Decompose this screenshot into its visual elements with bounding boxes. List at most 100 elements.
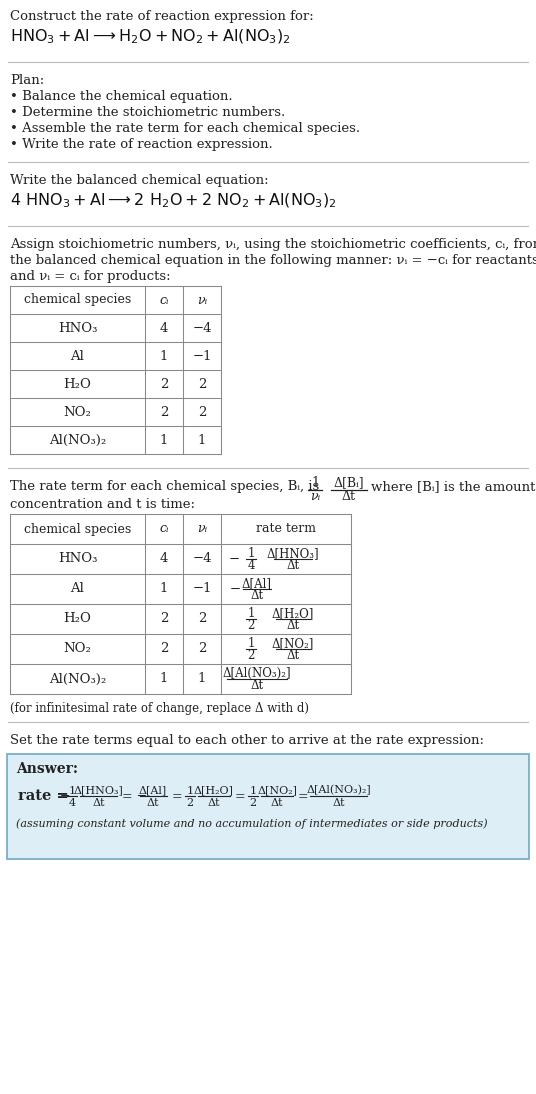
Text: • Determine the stoichiometric numbers.: • Determine the stoichiometric numbers.	[10, 106, 285, 119]
Text: =: =	[294, 790, 312, 803]
Text: 2: 2	[198, 406, 206, 419]
Text: cᵢ: cᵢ	[159, 293, 169, 306]
Text: (for infinitesimal rate of change, replace Δ with d): (for infinitesimal rate of change, repla…	[10, 702, 309, 715]
Text: 1: 1	[160, 433, 168, 446]
Text: Δ[Bᵢ]: Δ[Bᵢ]	[334, 477, 364, 489]
Text: νᵢ: νᵢ	[197, 523, 207, 535]
Text: $\mathsf{4\ HNO_3 + Al \longrightarrow 2\ H_2O + 2\ NO_2 + Al(NO_3)_2}$: $\mathsf{4\ HNO_3 + Al \longrightarrow 2…	[10, 193, 337, 210]
Text: −1: −1	[192, 349, 212, 362]
Text: Δt: Δt	[147, 798, 159, 807]
Text: 4: 4	[69, 798, 76, 807]
Text: chemical species: chemical species	[24, 293, 131, 306]
Text: Al(NO₃)₂: Al(NO₃)₂	[49, 673, 106, 686]
Text: Al: Al	[71, 349, 85, 362]
Text: Δt: Δt	[286, 649, 300, 662]
Text: 1: 1	[247, 637, 255, 650]
Text: =: =	[231, 790, 249, 803]
Text: 2: 2	[247, 649, 255, 662]
Text: 1: 1	[247, 547, 255, 560]
Text: Δt: Δt	[250, 679, 264, 693]
Text: Δt: Δt	[92, 798, 105, 807]
Text: 2: 2	[198, 613, 206, 626]
Text: Δt: Δt	[286, 619, 300, 632]
Text: Δ[Al]: Δ[Al]	[139, 785, 167, 795]
Text: −: −	[229, 582, 241, 595]
Text: Construct the rate of reaction expression for:: Construct the rate of reaction expressio…	[10, 10, 314, 23]
Text: 2: 2	[160, 613, 168, 626]
Text: 1: 1	[311, 477, 319, 489]
Text: 1: 1	[250, 785, 257, 795]
Text: 2: 2	[198, 377, 206, 391]
Text: Plan:: Plan:	[10, 74, 44, 88]
Text: H₂O: H₂O	[64, 377, 92, 391]
Text: Δt: Δt	[271, 798, 284, 807]
FancyBboxPatch shape	[7, 754, 529, 859]
Text: 1: 1	[160, 582, 168, 595]
Text: Δt: Δt	[250, 589, 264, 602]
Text: = −: = −	[118, 790, 147, 803]
Text: Set the rate terms equal to each other to arrive at the rate expression:: Set the rate terms equal to each other t…	[10, 734, 484, 747]
Text: 1: 1	[160, 349, 168, 362]
Text: −4: −4	[192, 322, 212, 335]
Text: Δt: Δt	[207, 798, 220, 807]
Text: where [Bᵢ] is the amount: where [Bᵢ] is the amount	[371, 480, 535, 493]
Text: 4: 4	[160, 322, 168, 335]
Text: νᵢ: νᵢ	[310, 490, 320, 503]
Text: Δ[Al]: Δ[Al]	[242, 577, 272, 590]
Text: chemical species: chemical species	[24, 523, 131, 535]
Text: Al: Al	[71, 582, 85, 595]
Text: Δt: Δt	[333, 798, 345, 807]
Text: 2: 2	[160, 406, 168, 419]
Text: Δ[H₂O]: Δ[H₂O]	[272, 607, 314, 620]
Text: 2: 2	[186, 798, 193, 807]
Text: cᵢ: cᵢ	[159, 523, 169, 535]
Text: 4: 4	[160, 552, 168, 566]
Text: rate term: rate term	[256, 523, 316, 535]
Text: NO₂: NO₂	[64, 406, 92, 419]
Text: Δ[HNO₃]: Δ[HNO₃]	[73, 785, 123, 795]
Text: Δ[Al(NO₃)₂]: Δ[Al(NO₃)₂]	[307, 785, 371, 795]
Text: Assign stoichiometric numbers, νᵢ, using the stoichiometric coefficients, cᵢ, fr: Assign stoichiometric numbers, νᵢ, using…	[10, 238, 536, 251]
Text: HNO₃: HNO₃	[58, 322, 97, 335]
Text: rate =: rate =	[18, 789, 74, 803]
Text: 2: 2	[198, 642, 206, 655]
Text: Δ[NO₂]: Δ[NO₂]	[272, 637, 314, 650]
Text: • Assemble the rate term for each chemical species.: • Assemble the rate term for each chemic…	[10, 123, 360, 135]
Text: The rate term for each chemical species, Bᵢ, is: The rate term for each chemical species,…	[10, 480, 319, 493]
Text: (assuming constant volume and no accumulation of intermediates or side products): (assuming constant volume and no accumul…	[16, 818, 488, 828]
Text: 2: 2	[160, 642, 168, 655]
Text: NO₂: NO₂	[64, 642, 92, 655]
Text: Al(NO₃)₂: Al(NO₃)₂	[49, 433, 106, 446]
Text: νᵢ: νᵢ	[197, 293, 207, 306]
Text: • Balance the chemical equation.: • Balance the chemical equation.	[10, 90, 233, 103]
Text: −: −	[60, 790, 71, 803]
Text: 1: 1	[198, 673, 206, 686]
Text: 1: 1	[186, 785, 193, 795]
Text: 1: 1	[247, 607, 255, 620]
Text: and νᵢ = cᵢ for products:: and νᵢ = cᵢ for products:	[10, 270, 170, 283]
Text: HNO₃: HNO₃	[58, 552, 97, 566]
Text: Δ[HNO₃]: Δ[HNO₃]	[267, 547, 319, 560]
Text: 2: 2	[250, 798, 257, 807]
Text: −4: −4	[192, 552, 212, 566]
Text: 1: 1	[69, 785, 76, 795]
Text: Δ[NO₂]: Δ[NO₂]	[257, 785, 297, 795]
Text: −1: −1	[192, 582, 212, 595]
Text: • Write the rate of reaction expression.: • Write the rate of reaction expression.	[10, 138, 273, 151]
Text: Δ[Al(NO₃)₂]: Δ[Al(NO₃)₂]	[222, 667, 291, 680]
Text: Δ[H₂O]: Δ[H₂O]	[194, 785, 234, 795]
Text: 4: 4	[247, 559, 255, 572]
Text: 1: 1	[160, 673, 168, 686]
Text: Δt: Δt	[342, 490, 356, 503]
Text: $\mathsf{HNO_3 + Al \longrightarrow H_2O + NO_2 + Al(NO_3)_2}$: $\mathsf{HNO_3 + Al \longrightarrow H_2O…	[10, 28, 291, 46]
Text: H₂O: H₂O	[64, 613, 92, 626]
Text: −: −	[228, 552, 240, 566]
Text: 1: 1	[198, 433, 206, 446]
Text: 2: 2	[160, 377, 168, 391]
Text: Answer:: Answer:	[16, 763, 78, 776]
Text: Δt: Δt	[286, 559, 300, 572]
Text: the balanced chemical equation in the following manner: νᵢ = −cᵢ for reactants: the balanced chemical equation in the fo…	[10, 254, 536, 267]
Text: concentration and t is time:: concentration and t is time:	[10, 498, 195, 511]
Text: 2: 2	[247, 619, 255, 632]
Text: =: =	[167, 790, 186, 803]
